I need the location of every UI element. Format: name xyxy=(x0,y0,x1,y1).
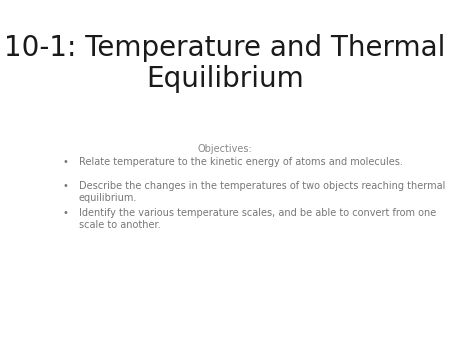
Text: Identify the various temperature scales, and be able to convert from one
scale t: Identify the various temperature scales,… xyxy=(79,208,436,230)
Text: Objectives:: Objectives: xyxy=(198,144,252,154)
Text: •: • xyxy=(62,157,68,167)
Text: 10-1: Temperature and Thermal
Equilibrium: 10-1: Temperature and Thermal Equilibriu… xyxy=(4,34,446,93)
Text: •: • xyxy=(62,181,68,191)
Text: Relate temperature to the kinetic energy of atoms and molecules.: Relate temperature to the kinetic energy… xyxy=(79,157,403,167)
Text: Describe the changes in the temperatures of two objects reaching thermal
equilib: Describe the changes in the temperatures… xyxy=(79,181,445,203)
Text: •: • xyxy=(62,208,68,218)
